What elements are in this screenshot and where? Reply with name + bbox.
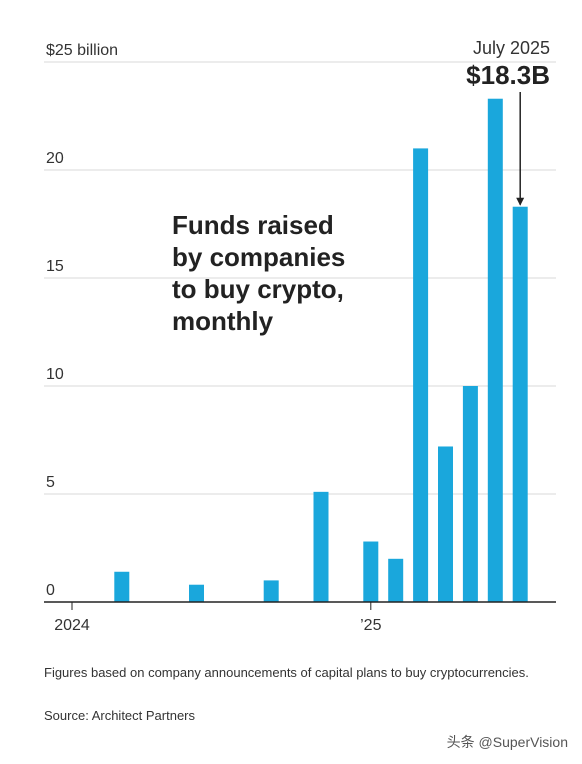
- chart-title-line: to buy crypto,: [172, 274, 344, 304]
- y-tick-label: 0: [46, 582, 55, 599]
- bar: [413, 148, 429, 602]
- y-tick-label: 20: [46, 150, 64, 167]
- bar: [487, 98, 503, 602]
- bar: [263, 580, 279, 602]
- bar-chart: 0 5 10 15 20 $25 billion 2024 ’25 Funds raisedby…: [44, 38, 556, 634]
- chart-footnote: Figures based on company announcements o…: [44, 665, 529, 680]
- y-tick-label: 15: [46, 258, 64, 275]
- bar: [189, 584, 204, 602]
- bar: [313, 491, 329, 602]
- y-tick-label: 10: [46, 366, 64, 383]
- annotation-value-label: $18.3B: [466, 60, 550, 90]
- y-tick-label: $25 billion: [46, 42, 118, 59]
- chart-title-line: monthly: [172, 306, 274, 336]
- bar: [363, 541, 379, 602]
- chart-title-line: by companies: [172, 242, 345, 272]
- bar: [114, 571, 130, 602]
- bar: [438, 446, 453, 602]
- watermark-text: 头条 @SuperVision: [446, 734, 568, 750]
- bar: [388, 558, 404, 602]
- annotation-arrowhead: [516, 197, 525, 206]
- y-tick-label: 5: [46, 474, 55, 491]
- bar: [512, 206, 528, 602]
- x-tick-label: ’25: [360, 617, 381, 634]
- x-tick-label: 2024: [54, 617, 90, 634]
- bar: [462, 386, 478, 602]
- annotation-date-label: July 2025: [473, 38, 550, 58]
- chart-title-line: Funds raised: [172, 210, 334, 240]
- chart-source: Source: Architect Partners: [44, 708, 196, 723]
